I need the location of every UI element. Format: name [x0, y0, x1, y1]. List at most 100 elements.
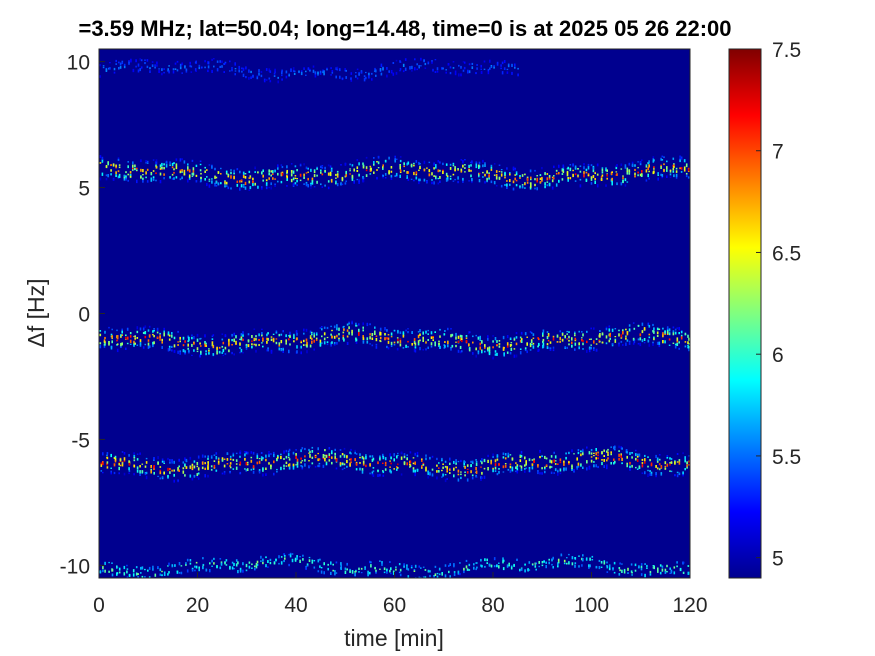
- heatmap-cell: [324, 184, 326, 187]
- heatmap-cell: [661, 155, 664, 158]
- heatmap-cell: [354, 449, 356, 452]
- heatmap-cell: [200, 172, 202, 175]
- heatmap-cell: [402, 334, 405, 338]
- heatmap-cell: [335, 458, 338, 462]
- heatmap-cell: [541, 564, 544, 567]
- heatmap-cell: [618, 342, 620, 346]
- heatmap-cell: [634, 175, 636, 178]
- heatmap-cell: [507, 468, 510, 471]
- heatmap-cell: [163, 571, 166, 574]
- heatmap-cell: [314, 71, 317, 75]
- heatmap-cell: [526, 343, 528, 346]
- heatmap-cell: [249, 175, 252, 179]
- heatmap-cell: [447, 327, 449, 331]
- heatmap-cell: [102, 65, 105, 67]
- heatmap-cell: [120, 334, 122, 337]
- heatmap-cell: [658, 454, 661, 456]
- heatmap-cell: [252, 465, 255, 469]
- heatmap-cell: [262, 558, 264, 562]
- heatmap-cell: [121, 330, 123, 334]
- heatmap-cell: [588, 566, 590, 569]
- heatmap-cell: [566, 562, 568, 565]
- heatmap-cell: [471, 178, 473, 182]
- heatmap-cell: [629, 465, 631, 468]
- heatmap-cell: [502, 557, 504, 561]
- heatmap-cell: [213, 467, 216, 469]
- heatmap-cell: [219, 60, 221, 63]
- heatmap-cell: [579, 184, 582, 188]
- heatmap-cell: [672, 167, 675, 171]
- heatmap-cell: [350, 458, 352, 461]
- heatmap-cell: [547, 334, 550, 337]
- heatmap-cell: [527, 568, 529, 572]
- heatmap-cell: [647, 175, 649, 178]
- heatmap-cell: [449, 563, 451, 566]
- heatmap-cell: [659, 571, 662, 575]
- heatmap-cell: [331, 341, 333, 344]
- heatmap-cell: [406, 162, 408, 166]
- heatmap-cell: [148, 345, 151, 348]
- heatmap-cell: [587, 163, 590, 167]
- heatmap-cell: [633, 327, 636, 330]
- heatmap-cell: [114, 458, 117, 461]
- heatmap-cell: [263, 78, 266, 81]
- heatmap-cell: [181, 169, 183, 173]
- heatmap-cell: [418, 169, 420, 171]
- heatmap-cell: [311, 462, 314, 465]
- heatmap-cell: [397, 452, 399, 454]
- heatmap-cell: [346, 465, 348, 468]
- heatmap-cell: [284, 554, 286, 557]
- heatmap-cell: [379, 473, 381, 477]
- heatmap-cell: [686, 464, 688, 467]
- heatmap-cell: [342, 331, 345, 334]
- heatmap-cell: [142, 180, 144, 183]
- heatmap-cell: [266, 333, 268, 337]
- heatmap-cell: [358, 179, 360, 183]
- heatmap-cell: [463, 61, 466, 64]
- heatmap-cell: [362, 164, 365, 167]
- heatmap-cell: [530, 332, 533, 334]
- heatmap-cell: [207, 462, 209, 466]
- heatmap-cell: [268, 77, 271, 80]
- heatmap-cell: [634, 172, 636, 176]
- heatmap-cell: [290, 163, 293, 165]
- heatmap-cell: [660, 465, 663, 469]
- heatmap-cell: [262, 345, 264, 348]
- heatmap-cell: [463, 462, 465, 465]
- heatmap-cell: [290, 68, 292, 72]
- heatmap-cell: [517, 73, 519, 77]
- heatmap-cell: [464, 159, 466, 161]
- heatmap-cell: [110, 453, 112, 458]
- heatmap-cell: [475, 460, 478, 463]
- heatmap-cell: [418, 178, 420, 182]
- heatmap-cell: [680, 330, 683, 334]
- heatmap-cell: [270, 338, 273, 341]
- heatmap-cell: [628, 328, 631, 332]
- heatmap-cell: [362, 335, 364, 339]
- heatmap-cell: [211, 338, 214, 340]
- heatmap-cell: [676, 565, 678, 568]
- y-tick-label: 0: [78, 304, 90, 327]
- heatmap-cell: [129, 343, 132, 345]
- heatmap-cell: [356, 166, 359, 170]
- heatmap-cell: [406, 564, 408, 567]
- heatmap-cell: [502, 335, 505, 340]
- heatmap-cell: [371, 78, 373, 81]
- heatmap-cell: [471, 474, 474, 477]
- heatmap-cell: [597, 457, 599, 460]
- heatmap-cell: [593, 347, 595, 349]
- heatmap-cell: [502, 465, 505, 469]
- heatmap-cell: [613, 561, 616, 565]
- heatmap-cell: [413, 349, 416, 352]
- heatmap-cell: [453, 467, 455, 469]
- heatmap-cell: [275, 558, 277, 562]
- heatmap-cell: [202, 557, 204, 560]
- heatmap-cell: [244, 181, 247, 185]
- heatmap-cell: [126, 336, 129, 340]
- heatmap-cell: [348, 321, 350, 324]
- heatmap-cell: [214, 182, 216, 185]
- heatmap-cell: [175, 165, 178, 170]
- heatmap-cell: [284, 557, 286, 560]
- heatmap-cell: [362, 463, 365, 466]
- heatmap-cell: [192, 170, 195, 173]
